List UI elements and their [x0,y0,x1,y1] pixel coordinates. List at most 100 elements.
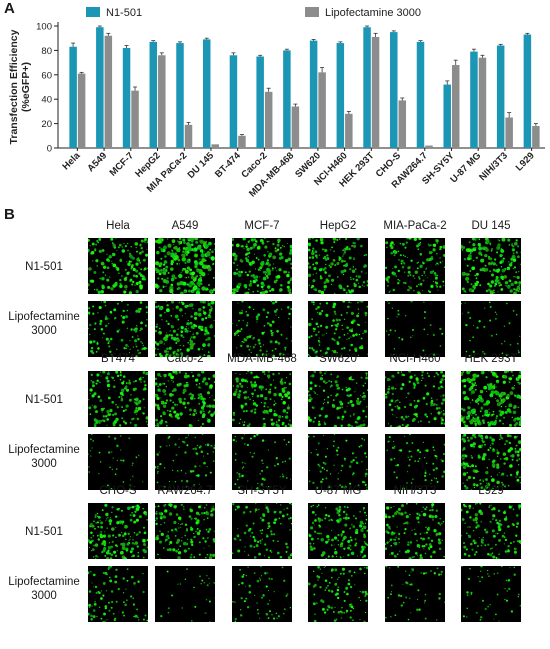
cell-line-label: L929 [478,485,504,497]
panel-a-label: A [4,0,15,17]
bar-lipofectamine [184,124,193,148]
cell-line-label: CHO-S [99,485,137,497]
micrograph-n1-501 [88,238,148,294]
micrograph-lipofectamine [308,566,368,622]
micrograph-lipofectamine [88,566,148,622]
bar-chart: 0 20 40 60 80 100 Transfection Efficiency (%eGF… [8,7,545,200]
bar-lipofectamine [291,106,300,148]
bar-n1-501 [470,51,478,149]
micrograph-n1-501 [308,371,368,427]
bar-lipofectamine [77,73,86,148]
bar-n1-501 [69,46,77,148]
bar-n1-501 [122,47,131,148]
micrograph-n1-501 [88,503,148,559]
panel-b-label: B [4,206,15,223]
micrograph-lipofectamine [308,434,368,490]
bar-n1-501 [176,43,184,148]
micrograph-lipofectamine [155,301,215,357]
micrograph-n1-501 [385,238,445,294]
bar-n1-501 [363,27,371,148]
cell-line-label: SW620 [319,353,357,365]
micrograph-n1-501 [155,503,215,559]
y-tick-label: 100 [36,22,52,33]
bar-lipofectamine [131,90,139,148]
y-tick-label: 80 [41,46,52,57]
micrograph-lipofectamine [308,301,368,357]
cell-line-label: MCF-7 [244,220,280,232]
row-label-n1-501: N1-501 [25,394,63,406]
y-tick-label: 0 [47,144,52,155]
micrograph-lipofectamine [232,434,292,490]
legend-swatch [86,7,100,17]
legend-label: Lipofectamine 3000 [325,7,421,19]
bar-lipofectamine [104,35,113,149]
cell-line-label: U-87 MG [314,485,362,497]
cell-line-label: HepG2 [319,220,357,232]
cell-line-label: BT474 [101,353,135,365]
bar-n1-501 [390,32,398,148]
bar-lipofectamine [425,145,433,148]
y-tick-label: 60 [41,70,52,81]
bar-lipofectamine [345,113,353,148]
bar-n1-501 [256,56,264,148]
y-axis-label-line1: Transfection Efficiency [8,29,20,144]
micrograph-lipofectamine [88,434,148,490]
row-label-lipofectamine: Lipofectamine 3000 [8,576,80,602]
micrograph-n1-501 [155,371,215,427]
micrograph-n1-501 [88,371,148,427]
bar-lipofectamine [532,126,540,148]
y-tick-label: 20 [41,119,52,130]
cell-line-label: MDA-MB-468 [227,353,297,365]
bar-n1-501 [496,45,505,148]
bar-lipofectamine [238,135,246,148]
micrograph-lipofectamine [385,434,445,490]
cell-line-label: RAW264.7 [157,485,213,497]
bar-lipofectamine [158,55,166,148]
micrograph-n1-501 [461,371,521,427]
bar-n1-501 [149,41,158,148]
bar-lipofectamine [371,36,380,149]
cell-line-label: HEK 293T [464,353,518,365]
micrograph-n1-501 [461,238,521,294]
cell-line-label: A549 [171,220,199,232]
bar-lipofectamine [478,57,487,148]
micrograph-lipofectamine [461,566,521,622]
micrograph-n1-501 [385,503,445,559]
micrograph-lipofectamine [88,301,148,357]
cell-line-label: NCI-H460 [389,353,441,365]
bar-lipofectamine [505,117,513,148]
legend-label: N1-501 [106,7,142,19]
y-axis-label-line2: (%eGFP+) [20,62,32,112]
bar-n1-501 [229,55,238,148]
bar-n1-501 [96,27,104,148]
bar-n1-501 [283,50,291,148]
legend-swatch [305,7,319,17]
micrograph-n1-501 [155,238,215,294]
micrograph-lipofectamine [461,301,521,357]
micrograph-lipofectamine [385,566,445,622]
micrograph-n1-501 [232,371,292,427]
bar-lipofectamine [264,91,273,148]
micrograph-n1-501 [232,503,292,559]
micrograph-lipofectamine [155,434,215,490]
micrograph-n1-501 [461,503,521,559]
micrograph-lipofectamine [232,301,292,357]
micrograph-lipofectamine [385,301,445,357]
row-label-n1-501: N1-501 [25,261,63,273]
row-label-lipofectamine: Lipofectamine 3000 [8,444,80,470]
micrograph-n1-501 [308,503,368,559]
micrograph-lipofectamine [232,566,292,622]
bar-n1-501 [416,41,425,148]
cell-line-label: SH-SY5Y [237,485,287,497]
bar-n1-501 [309,40,318,148]
micrograph-n1-501 [308,238,368,294]
cell-line-label: DU 145 [471,220,511,232]
bar-n1-501 [523,34,532,148]
micrograph-lipofectamine [155,566,215,622]
bar-n1-501 [202,39,211,148]
bar-n1-501 [336,43,345,148]
bar-lipofectamine [211,144,219,148]
cell-line-label: Hela [106,220,130,232]
row-label-n1-501: N1-501 [25,526,63,538]
